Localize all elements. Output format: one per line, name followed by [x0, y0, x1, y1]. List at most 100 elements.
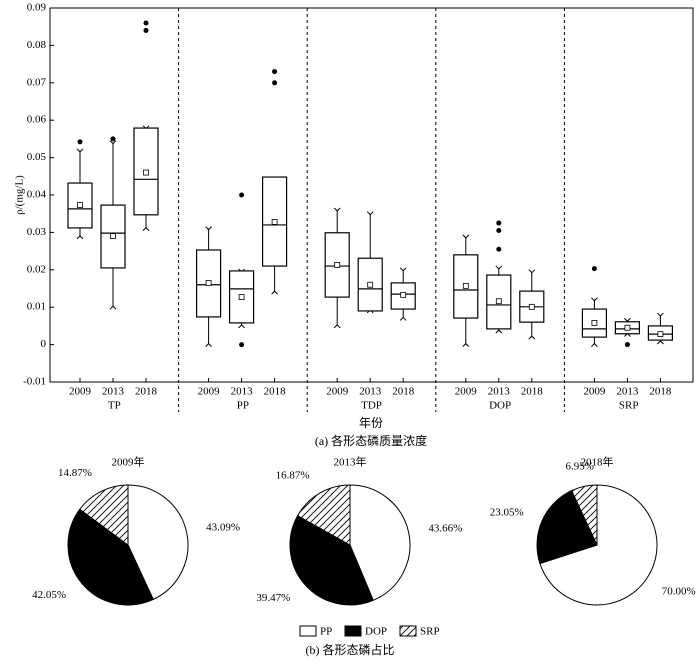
whisker-cap [109, 305, 117, 310]
group-label: SRP [619, 400, 639, 412]
pie-slice [570, 484, 598, 546]
pie-title: 2009年 [112, 455, 145, 469]
x-tick-label: 2013 [616, 386, 639, 398]
mean [528, 303, 535, 310]
mean [462, 282, 469, 289]
mean [624, 324, 631, 331]
x-tick-label: 2013 [488, 386, 511, 398]
mean [238, 294, 245, 301]
x-tick-label: 2018 [264, 386, 287, 398]
x-tick-label: 2018 [649, 386, 672, 398]
whisker-cap [366, 211, 374, 216]
outlier [624, 342, 630, 348]
pie-title: 2018年 [581, 455, 614, 469]
whisker-cap [495, 265, 503, 270]
pie-slice [67, 508, 154, 606]
whisker-cap [462, 234, 470, 239]
whisker-cap [109, 140, 117, 145]
x-tick-label: 2009 [455, 386, 478, 398]
box [262, 176, 288, 267]
legend-label: DOP [365, 626, 387, 638]
legend-swatch [399, 625, 417, 637]
whisker-cap [657, 312, 664, 317]
whisker-cap [495, 329, 503, 334]
mean [110, 233, 116, 240]
outlier [272, 69, 278, 75]
legend-swatch [344, 625, 362, 637]
outlier [496, 228, 502, 234]
y-tick-label: 0.01 [27, 301, 46, 313]
y-tick-label: 0.07 [27, 76, 47, 88]
whisker-cap [76, 148, 84, 153]
mean [367, 281, 374, 288]
x-tick-label: 2013 [231, 386, 254, 398]
mean [143, 169, 149, 176]
x-tick-label: 2018 [521, 386, 544, 398]
y-tick-label: 0.03 [27, 226, 47, 238]
y-tick-label: 0.06 [27, 114, 47, 126]
x-tick-label: 2013 [359, 386, 382, 398]
mean [77, 202, 83, 208]
mean [400, 291, 407, 298]
outlier [110, 136, 116, 142]
whisker-cap [624, 317, 631, 322]
group-label: TP [108, 400, 121, 412]
whisker-cap [205, 342, 212, 347]
x-tick-label: 2018 [392, 386, 415, 398]
outlier [591, 266, 597, 272]
pie-title: 2013年 [334, 455, 367, 469]
x-tick-label: 2009 [69, 386, 92, 398]
whisker-cap [76, 235, 84, 240]
outlier [143, 27, 149, 33]
y-tick-label: 0 [41, 338, 47, 350]
whisker-cap [399, 267, 407, 272]
whisker-cap [591, 342, 598, 347]
outlier [143, 20, 149, 26]
whisker-cap [528, 269, 536, 274]
caption-a: (a) 各形态磷质量浓度 [315, 433, 427, 448]
whisker-cap [333, 207, 341, 212]
mean [205, 279, 212, 286]
pie-value-label: 14.87% [58, 467, 92, 479]
mean [591, 320, 598, 326]
mean [271, 219, 278, 225]
whisker-cap [399, 316, 407, 321]
group-label: TDP [361, 400, 382, 412]
pie-value-label: 70.00% [662, 586, 696, 598]
pie-value-label: 6.95% [565, 460, 593, 472]
pie-slice [539, 484, 658, 606]
whisker-cap [657, 340, 664, 345]
outlier [496, 246, 502, 252]
group-label: PP [237, 400, 249, 412]
whisker-cap [271, 290, 278, 295]
outlier [77, 139, 83, 145]
box [390, 282, 416, 310]
x-tick-label: 2009 [198, 386, 221, 398]
pie-value-label: 43.66% [428, 523, 462, 535]
whisker-cap [238, 324, 245, 329]
group-label: DOP [489, 400, 511, 412]
pie-value-label: 42.05% [32, 589, 66, 601]
y-axis-label: ρ/(mg/L) [14, 175, 26, 215]
whisker-cap [333, 324, 341, 329]
whisker-cap [591, 297, 598, 302]
outlier [272, 80, 278, 86]
y-tick-label: 0.08 [27, 39, 47, 51]
mean [657, 331, 664, 338]
legend-swatch [299, 625, 317, 637]
outlier [239, 342, 245, 348]
y-tick-label: 0.05 [27, 151, 47, 163]
whisker-cap [205, 226, 212, 231]
whisker-cap [142, 226, 150, 232]
x-tick-label: 2009 [326, 386, 349, 398]
y-tick-label: 0.09 [27, 2, 47, 14]
pie-slice [289, 514, 374, 606]
pie-value-label: 16.87% [276, 470, 310, 482]
whisker-cap [462, 342, 470, 347]
outlier [239, 192, 245, 198]
pie-slice [79, 484, 129, 546]
legend-label: PP [320, 626, 332, 638]
pie-slice [296, 484, 351, 546]
mean [334, 262, 341, 268]
whisker-cap [528, 335, 536, 340]
